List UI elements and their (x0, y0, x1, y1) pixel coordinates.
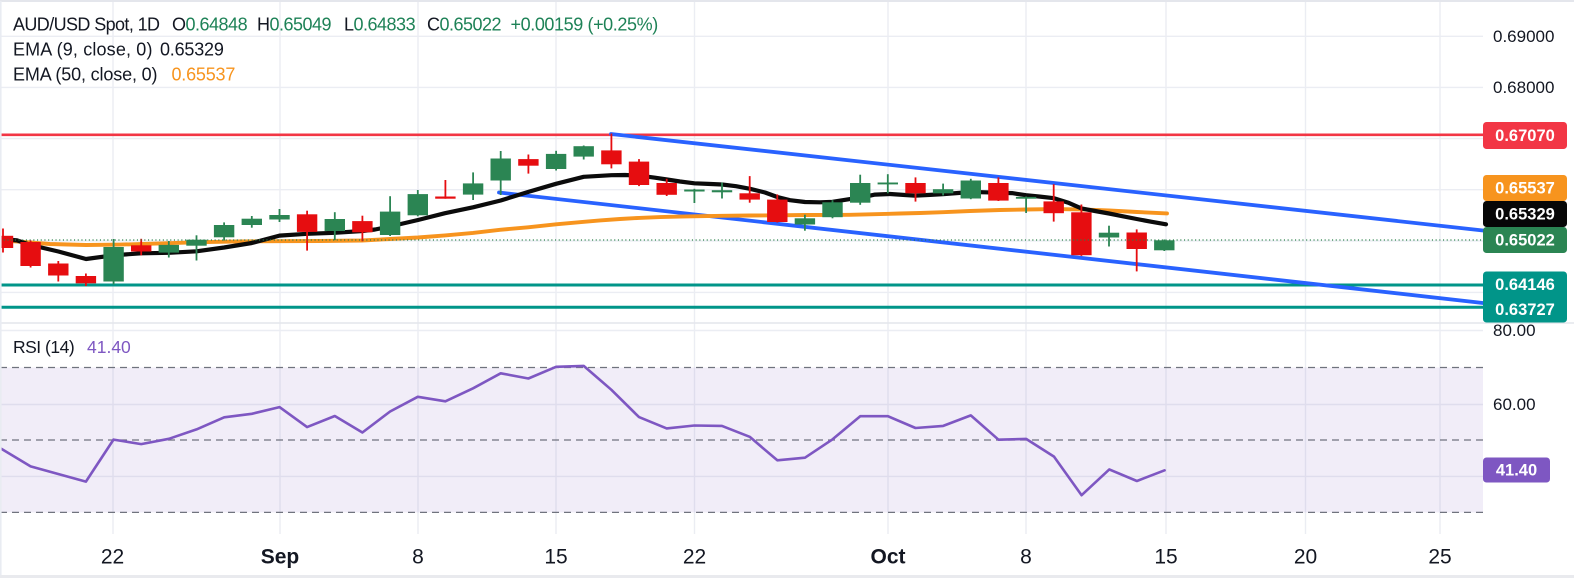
svg-text:0.63727: 0.63727 (1495, 301, 1555, 319)
svg-text:0.68000: 0.68000 (1493, 78, 1554, 97)
svg-text:0.69000: 0.69000 (1493, 27, 1554, 46)
svg-text:C0.65022: C0.65022 (427, 15, 502, 35)
svg-text:0.65329: 0.65329 (160, 40, 224, 60)
svg-text:8: 8 (412, 546, 424, 569)
svg-text:RSI (14): RSI (14) (13, 337, 74, 357)
svg-text:Oct: Oct (870, 546, 905, 569)
svg-text:L0.64833: L0.64833 (344, 15, 416, 35)
svg-text:EMA (9, close, 0): EMA (9, close, 0) (13, 40, 153, 60)
svg-text:15: 15 (544, 546, 567, 569)
svg-text:22: 22 (101, 546, 124, 569)
svg-text:0.65022: 0.65022 (1495, 232, 1555, 250)
svg-text:AUD/USD Spot, 1D: AUD/USD Spot, 1D (13, 15, 160, 35)
svg-text:O0.64848: O0.64848 (172, 15, 248, 35)
svg-text:15: 15 (1154, 546, 1177, 569)
svg-text:0.65537: 0.65537 (1495, 180, 1555, 198)
svg-text:20: 20 (1294, 546, 1317, 569)
svg-text:60.00: 60.00 (1493, 395, 1536, 414)
svg-text:0.64146: 0.64146 (1495, 276, 1555, 294)
svg-text:80.00: 80.00 (1493, 321, 1536, 340)
svg-text:41.40: 41.40 (87, 337, 131, 357)
svg-text:H0.65049: H0.65049 (257, 15, 332, 35)
svg-text:25: 25 (1428, 546, 1451, 569)
svg-text:41.40: 41.40 (1496, 462, 1537, 480)
svg-text:22: 22 (683, 546, 706, 569)
svg-text:0.67070: 0.67070 (1495, 127, 1555, 145)
svg-text:Sep: Sep (261, 546, 300, 569)
svg-text:0.65537: 0.65537 (172, 65, 236, 85)
svg-text:+0.00159 (+0.25%): +0.00159 (+0.25%) (511, 15, 658, 35)
svg-text:8: 8 (1020, 546, 1032, 569)
svg-text:0.65329: 0.65329 (1495, 206, 1555, 224)
svg-text:EMA (50, close, 0): EMA (50, close, 0) (13, 65, 157, 85)
